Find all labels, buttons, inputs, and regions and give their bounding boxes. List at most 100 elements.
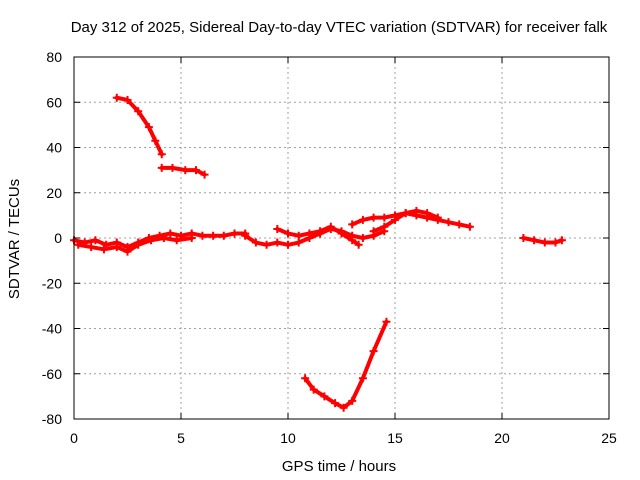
series-arc-5: [241, 224, 389, 249]
data-point: [91, 236, 100, 245]
x-tick-label: 10: [280, 430, 296, 446]
data-point: [198, 231, 207, 240]
data-point: [380, 222, 389, 231]
data-point: [123, 95, 132, 104]
x-tick-label: 20: [494, 430, 510, 446]
data-point: [557, 236, 566, 245]
y-tick-label: -80: [42, 411, 62, 427]
y-tick-label: 0: [54, 230, 62, 246]
data-point: [540, 238, 549, 247]
y-tick-label: 80: [46, 49, 62, 65]
data-point: [391, 215, 399, 224]
data-point: [530, 236, 539, 245]
series-line: [303, 319, 389, 410]
series-line: [350, 211, 472, 229]
data-point: [230, 229, 239, 238]
x-tick-label: 0: [70, 430, 78, 446]
series-arc-2: [74, 234, 196, 256]
data-point: [331, 399, 340, 408]
y-tick-label: 40: [46, 140, 62, 156]
data-point: [339, 403, 348, 412]
data-point: [241, 231, 250, 240]
data-point: [401, 209, 410, 218]
data-point: [87, 243, 96, 252]
data-point: [191, 166, 200, 175]
data-point: [309, 385, 318, 394]
y-tick-label: -20: [42, 275, 62, 291]
data-point: [157, 163, 166, 172]
data-point: [219, 231, 228, 240]
series-arc-4: [157, 163, 209, 179]
y-axis-label: SDTVAR / TECUs: [6, 179, 23, 299]
data-point: [380, 213, 389, 222]
data-series-group: [70, 93, 566, 412]
data-point: [151, 136, 160, 145]
data-point: [358, 215, 367, 224]
data-point: [200, 170, 209, 179]
data-point: [157, 150, 166, 159]
chart-title: Day 312 of 2025, Sidereal Day-to-day VTE…: [71, 19, 608, 36]
data-point: [168, 163, 177, 172]
data-point: [284, 240, 292, 249]
data-point: [166, 229, 175, 238]
data-point: [348, 220, 357, 229]
data-point: [433, 213, 442, 222]
data-point: [284, 229, 292, 238]
series-line: [76, 236, 194, 254]
data-point: [123, 247, 132, 256]
series-arc-3: [112, 93, 166, 159]
data-point: [301, 374, 310, 383]
y-tick-label: -60: [42, 366, 62, 382]
data-point: [134, 240, 143, 249]
data-point: [369, 227, 378, 236]
data-point: [144, 123, 153, 132]
data-point: [465, 222, 474, 231]
data-point: [262, 240, 271, 249]
data-point: [326, 222, 335, 231]
data-point: [412, 206, 421, 215]
y-tick-label: 60: [46, 94, 62, 110]
data-point: [348, 396, 357, 405]
data-point: [354, 240, 363, 249]
series-line: [159, 165, 207, 177]
y-tick-label: -40: [42, 321, 62, 337]
data-point: [209, 231, 218, 240]
x-tick-label: 25: [601, 430, 617, 446]
data-point: [369, 213, 378, 222]
data-point: [348, 236, 357, 245]
data-point: [551, 238, 560, 247]
data-point: [147, 236, 156, 245]
data-point: [305, 229, 314, 238]
series-arc-9: [301, 317, 391, 412]
x-tick-label: 5: [177, 430, 185, 446]
x-axis-label: GPS time / hours: [282, 458, 396, 475]
data-point: [382, 317, 391, 326]
data-point: [320, 392, 329, 401]
series-arc-8: [369, 206, 442, 236]
data-point: [172, 236, 181, 245]
data-point: [181, 166, 190, 175]
data-point: [294, 238, 303, 247]
data-point: [74, 240, 83, 249]
series-arc-6: [273, 222, 363, 249]
data-point: [316, 227, 325, 236]
data-point: [444, 218, 453, 227]
x-tick-label: 15: [387, 430, 403, 446]
data-point: [294, 231, 303, 240]
data-point: [358, 374, 367, 383]
data-point: [187, 234, 196, 242]
data-point: [273, 238, 282, 247]
y-tick-label: 20: [46, 185, 62, 201]
data-point: [112, 93, 121, 102]
data-point: [519, 234, 528, 242]
data-point: [159, 234, 168, 242]
data-point: [337, 229, 346, 238]
data-point: [134, 107, 143, 116]
data-point: [455, 220, 464, 229]
data-point: [112, 243, 121, 252]
data-point: [369, 347, 378, 356]
data-point: [99, 245, 108, 254]
axis-ticks: 0 5 10 15 20 25 -80 -60 -40 -20 0 20 40 60 80: [42, 49, 617, 446]
data-point: [273, 224, 282, 233]
